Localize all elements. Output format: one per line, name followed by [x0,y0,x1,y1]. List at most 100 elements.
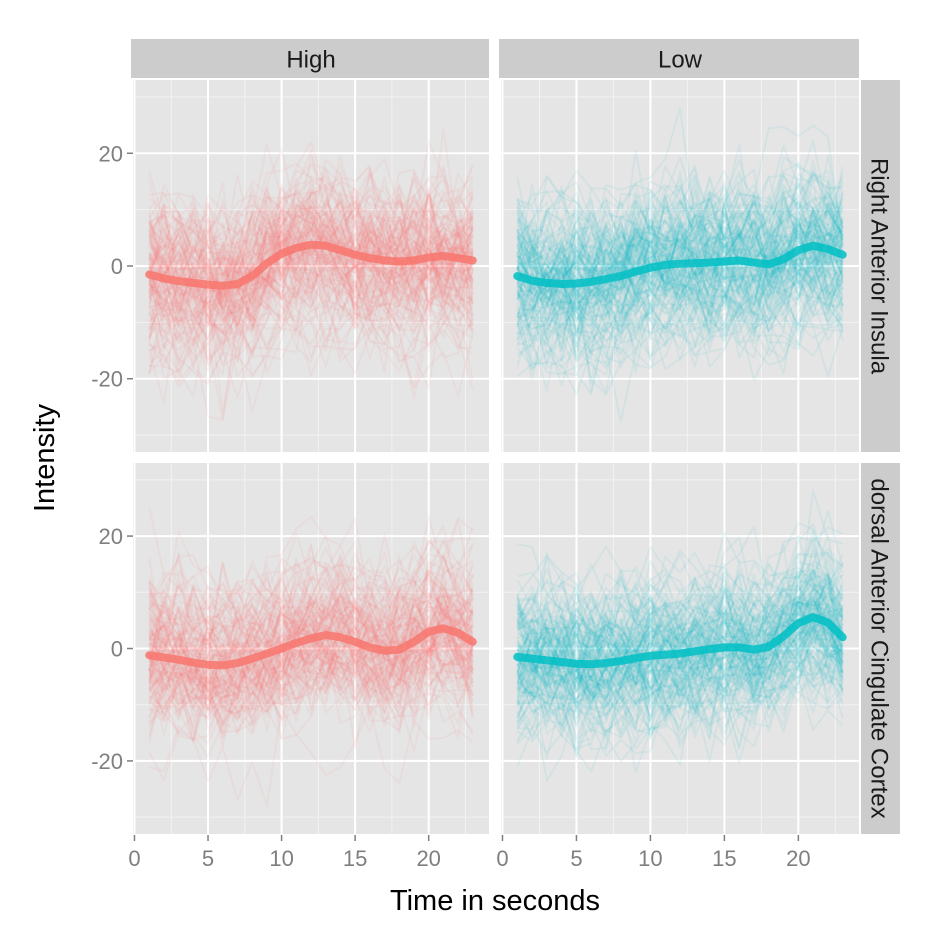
series-line [149,570,474,700]
series-line [148,557,474,665]
series-line [516,587,844,667]
series-line [148,596,474,663]
series-line [516,592,844,677]
series-line [148,223,474,364]
series-line [148,245,474,367]
series-line [148,166,474,293]
series-line [148,605,474,705]
series-line [148,185,474,282]
series-line [517,196,844,332]
series-line [516,261,844,395]
series-line [148,706,474,807]
y-tick-label: -20 [91,749,123,774]
series-line [516,633,844,720]
series-line [148,638,474,742]
series-line [516,235,844,367]
series-line [148,227,474,334]
series-line [516,572,844,671]
series-line [148,570,474,664]
trend-line [513,613,847,669]
facet-strips: High Low Right Anterior Insula dorsal Anter… [131,39,900,834]
series-line [516,159,843,274]
series-line [148,210,474,317]
series-line [516,166,844,280]
series-line [148,644,474,731]
series-line [148,282,474,367]
series-line [148,561,474,660]
series-line [148,627,474,700]
series-line [516,207,844,356]
series-line [148,165,474,316]
series-line [516,193,844,271]
series-line [516,154,844,268]
series-line [148,612,474,698]
series-line [148,198,473,308]
series-line [148,577,474,669]
panel-high-right-anterior-insula [133,80,489,452]
series-line [148,174,474,318]
series-line [516,614,844,685]
series-line [148,637,474,714]
series-line [148,621,474,720]
series-line [148,558,474,639]
series-line [516,592,844,673]
series-line [149,562,474,647]
series-line [516,251,844,380]
series-line [148,553,474,614]
series-line [516,211,844,303]
series-line [148,197,474,298]
series-line [148,618,474,703]
series-line [516,605,843,714]
series-line [516,244,844,333]
series-line [148,599,474,710]
series-line [516,596,843,705]
series-line [516,208,844,279]
series-line [516,202,844,312]
series-line [148,641,474,749]
series-line [516,595,844,694]
series-line [516,580,844,655]
series-line [148,193,474,322]
series-line [516,574,844,699]
series-line [516,641,844,731]
series-line [517,293,844,376]
series-line [148,240,474,343]
series-line [148,170,473,279]
series-line [148,570,474,693]
series-line [516,614,844,706]
series-line [516,605,844,715]
series-line [516,208,844,302]
series-line [516,231,844,344]
series-line [148,247,474,364]
series-line [516,648,844,752]
series-line [516,601,844,686]
series-line [148,193,474,367]
series-line [517,522,844,650]
series-line [516,202,844,292]
series-line [148,205,474,312]
series-line [148,249,474,380]
series-line [516,205,844,327]
series-line [516,553,844,681]
series-line [148,177,474,277]
y-tick-label: -20 [91,367,123,392]
series-line [516,187,844,316]
series-line [148,599,474,702]
series-line [516,173,844,294]
series-line [516,213,844,353]
series-line [516,546,844,629]
series-line [148,599,474,669]
series-line [148,611,473,745]
series-line [148,211,474,333]
series-line [148,278,474,374]
series-line [516,552,844,651]
series-line [148,243,474,336]
facet-strip-right-anterior-insula: Right Anterior Insula [861,80,900,452]
series-line [148,202,474,322]
series-line [148,233,474,374]
series-line [517,628,844,731]
series-line [149,272,474,365]
series-line [148,282,474,398]
series-line [516,211,844,306]
series-line [516,185,844,292]
